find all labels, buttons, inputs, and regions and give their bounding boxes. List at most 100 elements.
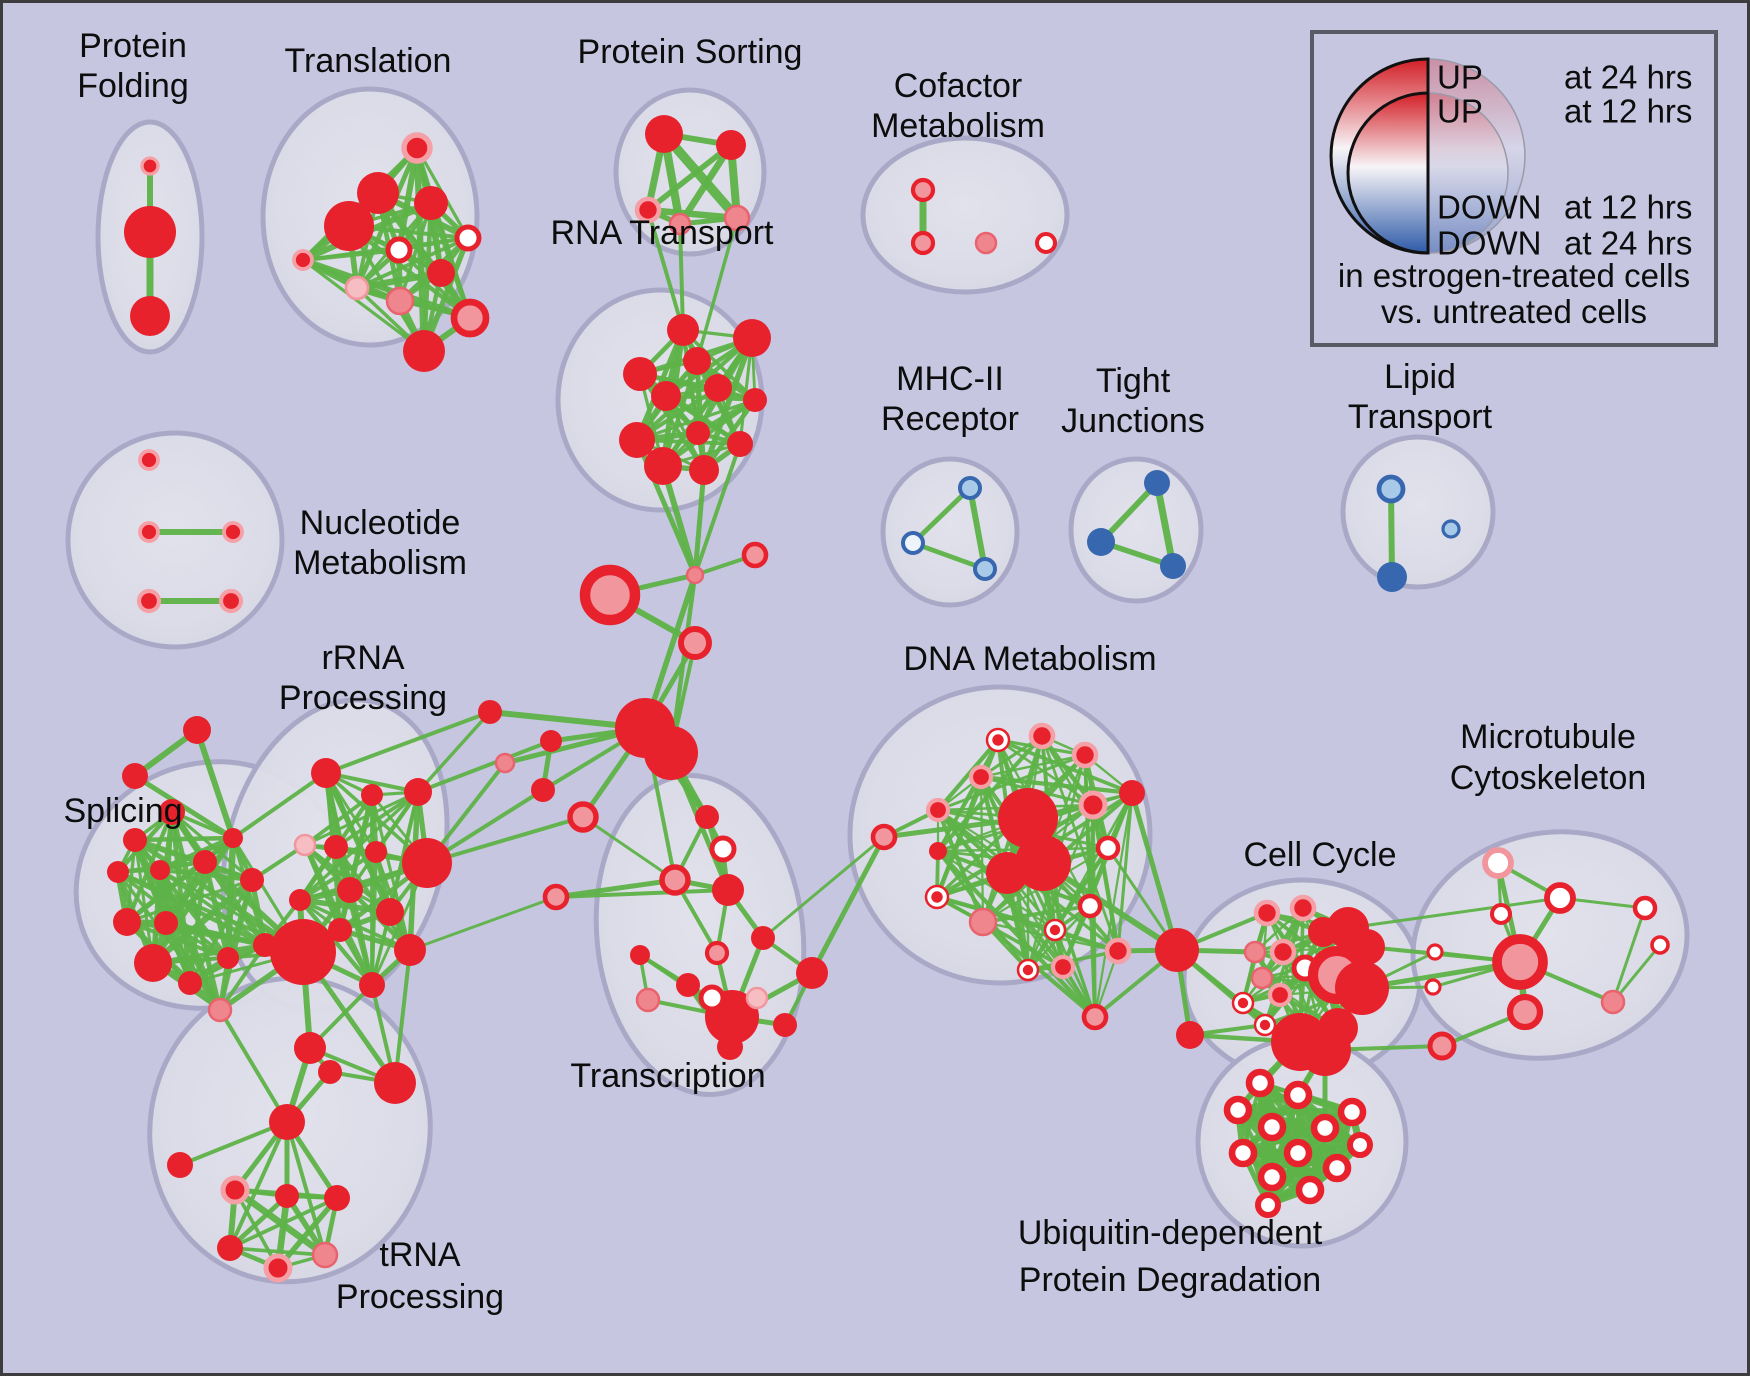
node-dn19[interactable]	[1050, 954, 1076, 980]
node-rr4[interactable]	[293, 833, 317, 857]
node-rt10[interactable]	[644, 447, 682, 485]
node-tn5[interactable]	[275, 1184, 299, 1208]
node-nm1[interactable]	[138, 449, 160, 471]
node-sp14[interactable]	[207, 997, 233, 1023]
node-ps2[interactable]	[716, 130, 746, 160]
node-rr1[interactable]	[311, 758, 341, 788]
node-cl3[interactable]	[567, 801, 599, 833]
node-t11[interactable]	[450, 298, 490, 338]
node-spt2[interactable]	[122, 763, 148, 789]
node-br1[interactable]	[870, 823, 898, 851]
node-cf2[interactable]	[910, 230, 936, 256]
node-sp1[interactable]	[223, 828, 243, 848]
node-tn10[interactable]	[167, 1152, 193, 1178]
node-nm4[interactable]	[136, 588, 162, 614]
node-tr15[interactable]	[745, 986, 769, 1010]
node-ub2[interactable]	[1283, 1080, 1313, 1110]
node-tj3[interactable]	[1160, 553, 1186, 579]
node-mt5[interactable]	[1424, 978, 1442, 996]
node-rr7[interactable]	[402, 838, 452, 888]
node-rt1[interactable]	[667, 314, 699, 346]
node-tr12[interactable]	[630, 945, 650, 965]
node-rt7[interactable]	[743, 388, 767, 412]
node-dn2[interactable]	[1028, 722, 1056, 750]
node-rt9[interactable]	[619, 422, 655, 458]
node-tn2[interactable]	[269, 1104, 305, 1140]
node-c1[interactable]	[685, 565, 705, 585]
node-ub8[interactable]	[1322, 1153, 1352, 1183]
node-cc3[interactable]	[1243, 940, 1267, 964]
node-sp15[interactable]	[374, 1062, 416, 1104]
node-c7[interactable]	[494, 752, 516, 774]
node-ub7[interactable]	[1283, 1138, 1313, 1168]
node-ub5[interactable]	[1310, 1113, 1340, 1143]
node-mh2[interactable]	[901, 531, 925, 555]
node-sphub[interactable]	[270, 919, 336, 985]
node-mh3[interactable]	[973, 557, 997, 581]
node-c6[interactable]	[478, 700, 502, 724]
node-sp3[interactable]	[123, 828, 147, 852]
node-rt5[interactable]	[651, 381, 681, 411]
node-nm5[interactable]	[218, 588, 244, 614]
node-cl4[interactable]	[542, 883, 570, 911]
node-mt10[interactable]	[1632, 895, 1658, 921]
node-t3[interactable]	[414, 186, 448, 220]
node-rt6[interactable]	[704, 374, 732, 402]
node-dn15[interactable]	[1077, 893, 1103, 919]
node-dn12[interactable]	[1095, 835, 1121, 861]
node-nm2[interactable]	[138, 521, 160, 543]
node-lt3[interactable]	[1441, 519, 1461, 539]
node-dn20[interactable]	[1081, 1003, 1109, 1031]
node-t9[interactable]	[385, 286, 415, 316]
node-cl1[interactable]	[540, 730, 562, 752]
node-rr6[interactable]	[365, 841, 387, 863]
node-rr5[interactable]	[324, 835, 348, 859]
node-rt8[interactable]	[686, 421, 710, 445]
node-hub2[interactable]	[644, 726, 698, 780]
node-tr13[interactable]	[635, 987, 661, 1013]
node-rt12[interactable]	[727, 431, 753, 457]
node-dn4[interactable]	[968, 764, 994, 790]
node-ub4[interactable]	[1257, 1112, 1287, 1142]
node-ub6[interactable]	[1228, 1138, 1258, 1168]
node-rr3[interactable]	[404, 778, 432, 806]
node-rt2[interactable]	[733, 319, 771, 357]
node-dn13[interactable]	[1119, 780, 1145, 806]
node-sp13[interactable]	[113, 908, 141, 936]
node-mt1[interactable]	[1482, 847, 1514, 879]
node-mt3[interactable]	[1489, 902, 1513, 926]
node-tn3[interactable]	[318, 1060, 342, 1084]
node-tn4[interactable]	[220, 1175, 250, 1205]
node-dn17[interactable]	[1104, 937, 1132, 965]
node-mt7[interactable]	[1506, 993, 1544, 1031]
node-ub1[interactable]	[1245, 1068, 1275, 1098]
node-pf1[interactable]	[140, 156, 160, 176]
node-t2[interactable]	[357, 172, 399, 214]
node-t10[interactable]	[403, 330, 445, 372]
node-pf2[interactable]	[124, 206, 176, 258]
node-ub12[interactable]	[1347, 1132, 1373, 1158]
node-dn9[interactable]	[986, 852, 1028, 894]
node-rt3[interactable]	[683, 347, 711, 375]
node-dn11[interactable]	[1078, 790, 1108, 820]
node-tr10[interactable]	[773, 1013, 797, 1037]
node-cc4[interactable]	[1269, 938, 1297, 966]
node-t7[interactable]	[427, 259, 455, 287]
node-dn14[interactable]	[968, 907, 998, 937]
node-cc6[interactable]	[1250, 966, 1274, 990]
node-cf1[interactable]	[910, 177, 936, 203]
node-mt9[interactable]	[1427, 1031, 1457, 1061]
node-cc1[interactable]	[1253, 899, 1281, 927]
node-tr5[interactable]	[704, 940, 730, 966]
node-rr11[interactable]	[328, 918, 352, 942]
node-c5[interactable]	[678, 626, 712, 660]
node-dn8[interactable]	[1015, 835, 1071, 891]
node-c2[interactable]	[741, 541, 769, 569]
node-rr8[interactable]	[337, 877, 363, 903]
node-cc7[interactable]	[1267, 982, 1293, 1008]
node-t8[interactable]	[344, 275, 370, 301]
node-ccb2[interactable]	[1176, 1021, 1204, 1049]
node-mt6[interactable]	[1492, 934, 1548, 990]
node-rr2[interactable]	[361, 784, 383, 806]
node-sp6[interactable]	[193, 850, 217, 874]
